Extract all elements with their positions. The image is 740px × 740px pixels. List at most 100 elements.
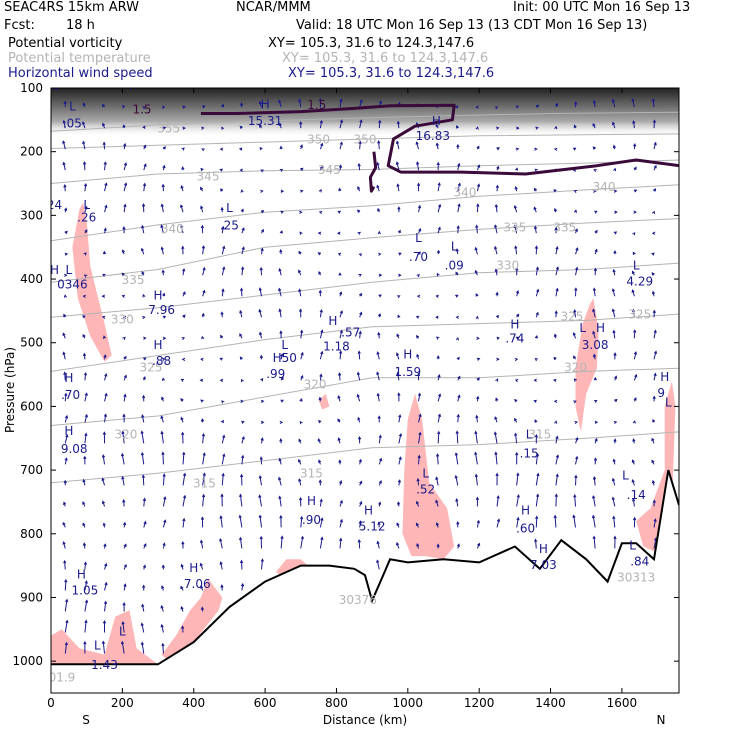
wind-vector-655 xyxy=(612,99,616,108)
extremum-label-11: L xyxy=(226,201,233,215)
wind-arrowhead-420 xyxy=(395,161,399,165)
wind-vector-69 xyxy=(104,414,107,423)
wind-vector-106 xyxy=(122,621,125,633)
wind-arrowhead-627 xyxy=(574,420,579,425)
wind-vector-486 xyxy=(457,163,460,171)
init-time: Init: 00 UTC Mon 16 Sep 13 xyxy=(513,0,691,15)
extremum-label-53: .90 xyxy=(302,513,321,527)
wind-arrowhead-578 xyxy=(536,288,540,293)
wind-arrowhead-36 xyxy=(82,294,86,298)
wind-vector-373 xyxy=(359,120,362,129)
wind-vector-608 xyxy=(555,455,559,465)
wind-arrowhead-21 xyxy=(62,541,66,545)
wind-vector-151 xyxy=(161,431,164,444)
wind-vector-294 xyxy=(279,309,282,318)
wind-vector-270 xyxy=(259,288,263,297)
wind-arrowhead-540 xyxy=(495,378,499,382)
wind-arrowhead-54 xyxy=(101,103,105,108)
wind-arrowhead-626 xyxy=(573,400,577,404)
wind-arrowhead-653 xyxy=(591,514,596,519)
wind-arrowhead-4 xyxy=(63,184,67,188)
wind-arrowhead-403 xyxy=(378,294,382,298)
wind-arrowhead-459 xyxy=(415,522,419,526)
wind-arrowhead-709 xyxy=(653,329,657,334)
wind-arrowhead-422 xyxy=(397,206,401,210)
wind-arrowhead-164 xyxy=(181,147,185,151)
wind-arrowhead-391 xyxy=(359,500,363,505)
wind-arrowhead-624 xyxy=(573,355,577,359)
wind-arrowhead-217 xyxy=(220,188,224,192)
wind-arrowhead-316 xyxy=(298,308,303,312)
wind-arrowhead-428 xyxy=(396,333,400,337)
wind-arrowhead-393 xyxy=(357,539,361,543)
wind-vector-509 xyxy=(476,184,480,192)
wind-arrowhead-83 xyxy=(123,142,127,147)
wind-vector-168 xyxy=(181,225,184,234)
wind-arrowhead-133 xyxy=(140,622,144,626)
wind-vector-620 xyxy=(575,267,578,276)
wind-arrowhead-14 xyxy=(64,392,68,397)
wind-arrowhead-351 xyxy=(339,119,344,123)
wind-vector-279 xyxy=(259,476,263,486)
wind-arrowhead-85 xyxy=(124,182,128,186)
wind-vector-607 xyxy=(555,436,558,444)
wind-arrowhead-509 xyxy=(477,183,481,187)
wind-vector-107 xyxy=(121,641,125,654)
wind-arrowhead-183 xyxy=(181,540,185,545)
wind-arrowhead-506 xyxy=(475,126,479,130)
extremum-label-43: L xyxy=(665,395,672,409)
wind-vector-205 xyxy=(202,453,205,465)
wind-arrowhead-76 xyxy=(104,562,108,567)
wind-arrowhead-109 xyxy=(142,125,146,129)
wind-vector-643 xyxy=(592,309,596,318)
wind-arrowhead-286 xyxy=(279,145,283,150)
wind-arrowhead-9 xyxy=(63,294,67,298)
extremum-label-1: H xyxy=(129,78,138,92)
wind-arrowhead-325 xyxy=(298,496,303,501)
wind-vector-502 xyxy=(455,499,459,507)
wind-arrowhead-701 xyxy=(653,164,657,169)
wind-arrowhead-177 xyxy=(180,416,184,421)
wind-arrowhead-375 xyxy=(357,162,361,167)
wind-arrowhead-451 xyxy=(416,353,420,358)
wind-arrowhead-363 xyxy=(337,372,342,376)
wind-arrowhead-19 xyxy=(63,501,67,505)
wind-arrowhead-513 xyxy=(474,269,478,274)
wind-arrowhead-179 xyxy=(182,451,186,456)
wind-arrowhead-166 xyxy=(180,184,184,189)
wind-vector-126 xyxy=(142,475,145,486)
wind-arrowhead-606 xyxy=(554,420,558,424)
extremum-label-54: H xyxy=(364,504,373,518)
wind-arrowhead-715 xyxy=(651,459,655,463)
wind-arrowhead-175 xyxy=(180,379,184,382)
wind-vector-673 xyxy=(612,478,616,486)
wind-arrowhead-174 xyxy=(181,357,186,362)
theta-label-13: 325 xyxy=(561,309,584,323)
wind-vector-534 xyxy=(494,246,498,255)
wind-arrowhead-402 xyxy=(378,273,383,277)
wind-arrowhead-426 xyxy=(397,295,401,299)
theta-label-0: 355 xyxy=(157,122,180,136)
wind-arrowhead-225 xyxy=(219,357,223,361)
extremum-label-14: .70 xyxy=(409,250,428,264)
extremum-label-0: H5 xyxy=(44,78,61,92)
wind-arrowhead-43 xyxy=(84,432,88,437)
wind-vector-432 xyxy=(398,415,401,423)
wind-arrowhead-645 xyxy=(592,353,597,358)
wind-arrowhead-457 xyxy=(416,477,420,482)
extremum-label-9: L xyxy=(83,198,90,212)
wind-arrowhead-151 xyxy=(160,430,164,435)
wind-arrowhead-352 xyxy=(339,141,343,145)
wind-arrowhead-365 xyxy=(337,418,341,422)
wind-arrowhead-367 xyxy=(338,459,342,463)
wind-arrowhead-544 xyxy=(494,451,498,455)
wind-arrowhead-273 xyxy=(259,354,264,359)
wind-arrowhead-265 xyxy=(260,189,264,193)
wind-vector-419 xyxy=(396,141,400,150)
wind-arrowhead-20 xyxy=(62,521,66,526)
wind-arrowhead-556 xyxy=(515,267,519,271)
extremum-label-32: H xyxy=(154,338,163,352)
wind-arrowhead-251 xyxy=(240,399,244,403)
wind-arrowhead-453 xyxy=(417,392,422,396)
x-tick-label-600: 600 xyxy=(254,696,277,710)
